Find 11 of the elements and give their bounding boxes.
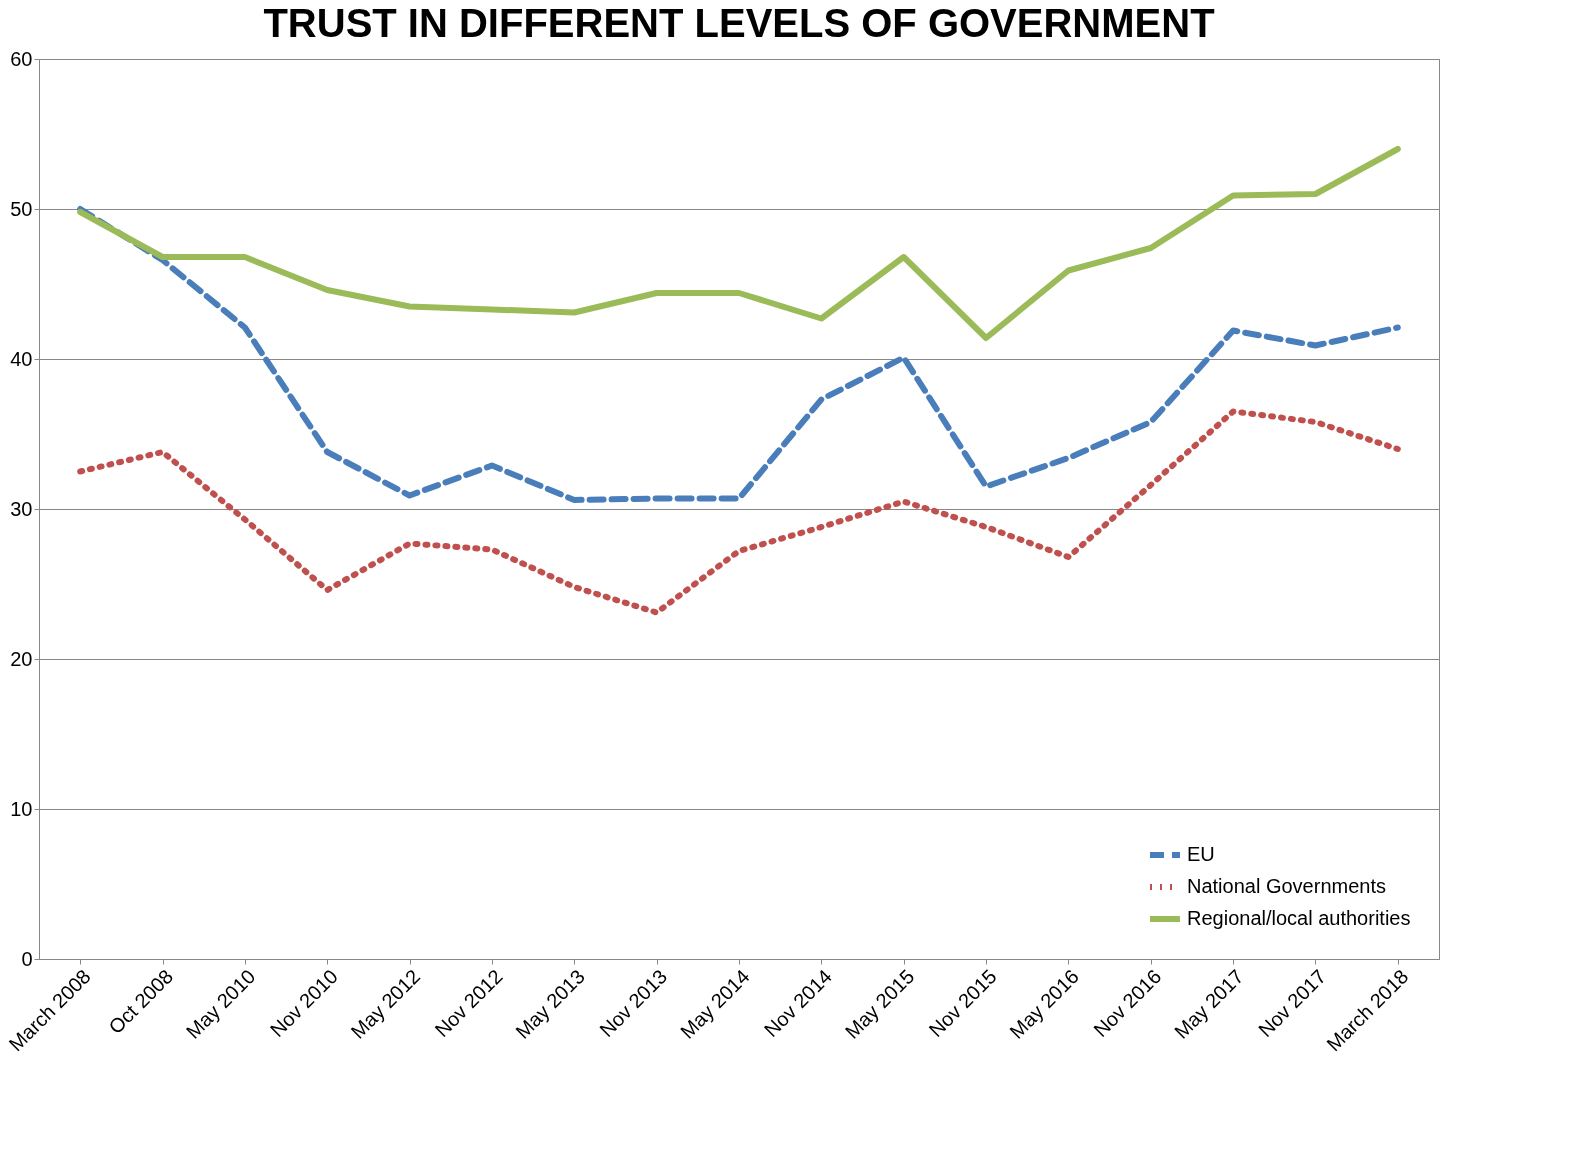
- y-tick-label: 10: [10, 797, 33, 820]
- y-tick-label: 60: [10, 47, 33, 70]
- y-tick-label: 30: [10, 497, 33, 520]
- legend-label: Regional/local authorities: [1187, 907, 1411, 929]
- legend-label: National Governments: [1187, 875, 1386, 897]
- y-tick-label: 40: [10, 347, 33, 370]
- legend-label: EU: [1187, 843, 1215, 865]
- y-tick-label: 20: [10, 647, 33, 670]
- y-tick-label: 50: [10, 197, 33, 220]
- y-tick-label: 0: [21, 947, 33, 970]
- chart-title: TRUST IN DIFFERENT LEVELS OF GOVERNMENT: [263, 1, 1215, 45]
